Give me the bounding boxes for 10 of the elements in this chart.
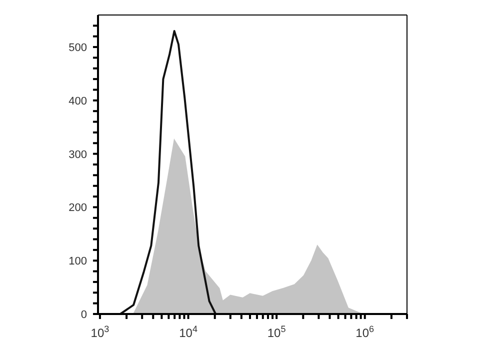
- x-tick-label: 10$^{6}$: [356, 324, 374, 340]
- x-tick-label: 10$^{5}$: [267, 324, 286, 340]
- y-tick-label: 300: [68, 148, 87, 161]
- y-tick-label: 0: [80, 309, 87, 321]
- y-tick-label: 500: [68, 42, 87, 54]
- y-tick-label: 400: [68, 95, 87, 108]
- y-tick-label: 200: [68, 202, 87, 214]
- y-tick-label: 100: [68, 256, 87, 268]
- x-tick-label: 10$^{3}$: [90, 324, 110, 340]
- x-tick-label: 10$^{4}$: [179, 324, 198, 340]
